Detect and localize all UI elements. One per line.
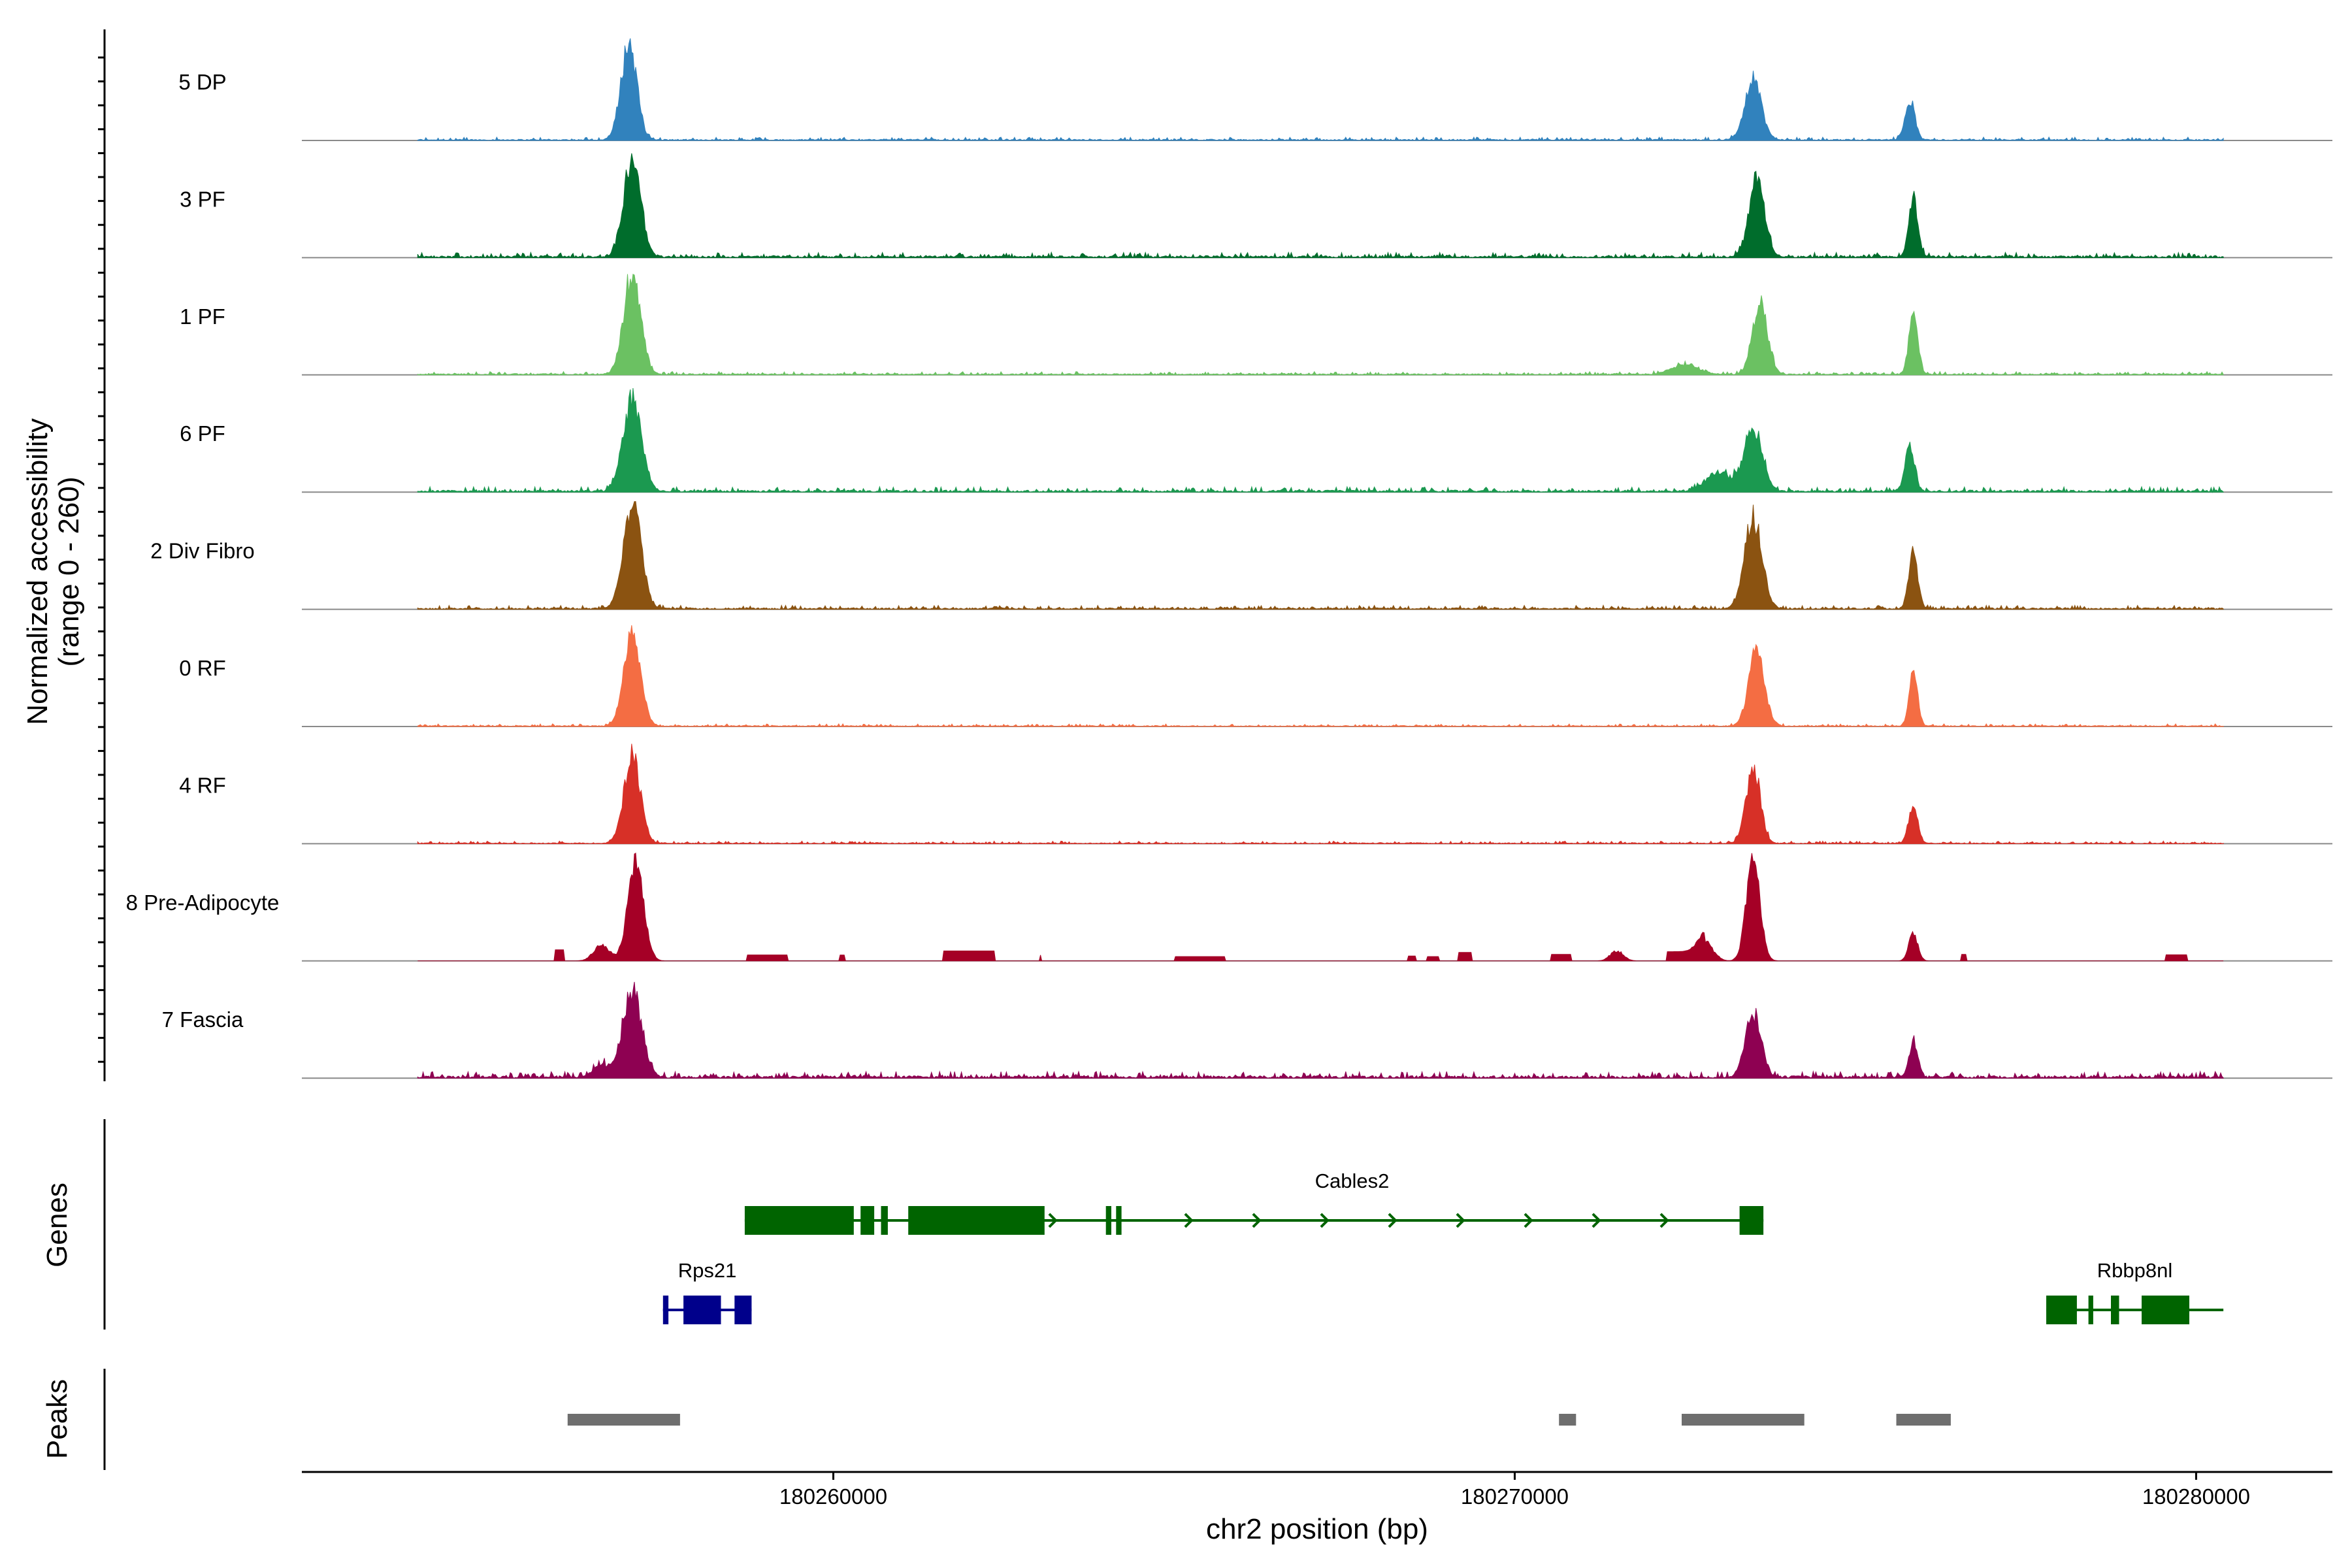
track-label: 1 PF (180, 304, 225, 329)
peak-region-bar (1896, 1414, 1951, 1426)
track-label: 3 PF (180, 187, 225, 211)
gene-annotations: Rps21 Cables2 Rbbp8nl (662, 1169, 2224, 1324)
exon (1116, 1206, 1122, 1235)
exon (2111, 1296, 2119, 1324)
exon (683, 1296, 721, 1324)
track-signal-area (417, 387, 2224, 493)
track-label: 4 RF (179, 773, 226, 797)
track-label: 2 Div Fibro (150, 539, 255, 563)
x-axis-title: chr2 position (bp) (1206, 1513, 1428, 1545)
track-signal-area (417, 38, 2224, 141)
x-tick-label: 180280000 (2142, 1484, 2250, 1509)
peak-region-bar (1682, 1414, 1805, 1426)
exon (1105, 1206, 1111, 1235)
strand-arrow (1456, 1213, 1465, 1228)
track-signal-area (417, 852, 2224, 962)
exon (2142, 1296, 2189, 1324)
x-tick-label: 180260000 (779, 1484, 887, 1509)
track-6: 0 RF (179, 625, 2332, 727)
gene-rbbp8nl: Rbbp8nl (2046, 1259, 2224, 1324)
gene-label: Rbbp8nl (2097, 1259, 2172, 1282)
strand-arrow (1388, 1213, 1397, 1228)
track-label: 7 Fascia (162, 1007, 244, 1032)
x-axis-ticks: 180260000 180270000 180280000 (779, 1472, 2250, 1509)
y-axis-range: (range 0 - 260) (53, 476, 85, 666)
exon (908, 1206, 1045, 1235)
exon (2046, 1296, 2077, 1324)
track-2: 3 PF (180, 153, 2332, 259)
strand-arrow (1659, 1213, 1669, 1228)
track-1: 5 DP (178, 38, 2332, 141)
peak-region-bar (567, 1414, 680, 1426)
y-axis-title: Normalized accessibility (22, 418, 54, 725)
track-signal-area (417, 153, 2224, 259)
coverage-y-ticks (98, 56, 105, 1063)
track-signal-area (417, 981, 2224, 1079)
track-7: 4 RF (179, 743, 2332, 845)
coverage-tracks: 5 DP 3 PF 1 PF 6 PF 2 Div Fibro 0 RF 4 RF 8 Pre… (126, 38, 2332, 1079)
exon (734, 1296, 752, 1324)
track-label: 5 DP (178, 70, 226, 94)
track-label: 6 PF (180, 421, 225, 446)
track-signal-area (417, 274, 2224, 376)
track-signal-area (417, 743, 2224, 845)
strand-arrow (1524, 1213, 1533, 1228)
exon (1739, 1206, 1764, 1235)
gene-cables2: Cables2 (744, 1169, 1764, 1235)
track-label: 0 RF (179, 656, 226, 680)
track-8: 8 Pre-Adipocyte (126, 852, 2332, 962)
y-axis-title-group: Normalized accessibility (range 0 - 260) (22, 418, 85, 725)
strand-arrow (1320, 1213, 1330, 1228)
track-9: 7 Fascia (162, 981, 2332, 1079)
gene-label: Cables2 (1315, 1169, 1390, 1192)
strand-arrow (1252, 1213, 1262, 1228)
track-signal-area (417, 501, 2224, 610)
peak-region-bar (1559, 1414, 1576, 1426)
exon (881, 1206, 888, 1235)
strand-arrow (1048, 1213, 1058, 1228)
genes-panel-label: Genes (41, 1183, 73, 1267)
track-3: 1 PF (180, 274, 2332, 376)
strand-arrow (1184, 1213, 1194, 1228)
strand-arrow (1592, 1213, 1601, 1228)
exon (662, 1296, 669, 1324)
gene-rps21: Rps21 (662, 1259, 752, 1324)
x-tick-label: 180270000 (1461, 1484, 1569, 1509)
peaks-panel-label: Peaks (41, 1379, 73, 1459)
gene-label: Rps21 (678, 1259, 737, 1282)
peak-regions (567, 1414, 1951, 1426)
track-signal-area (417, 625, 2224, 727)
exon (860, 1206, 875, 1235)
exon (744, 1206, 854, 1235)
track-5: 2 Div Fibro (150, 501, 2332, 610)
track-label: 8 Pre-Adipocyte (126, 890, 280, 915)
track-4: 6 PF (180, 387, 2332, 493)
exon (2088, 1296, 2093, 1324)
